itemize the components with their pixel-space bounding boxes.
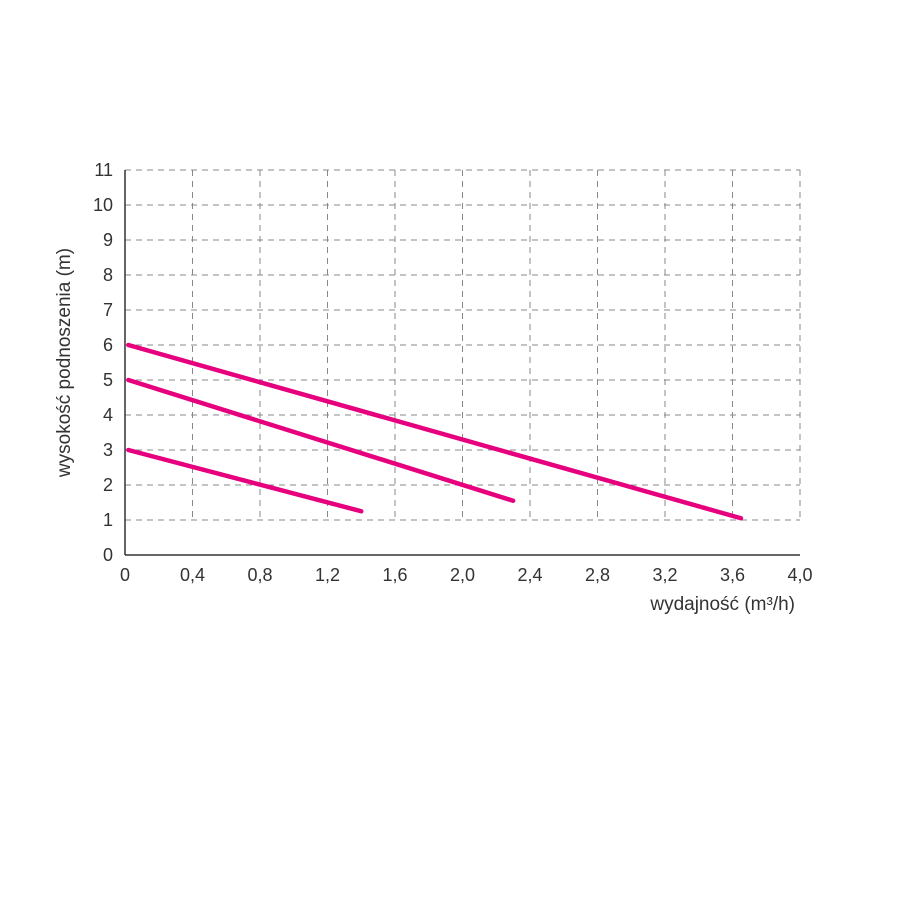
- y-tick-label: 1: [103, 510, 113, 530]
- chart-svg: 0 0,4 0,8 1,2 1,6 2,0 2,4 2,8 3,2 3,6 4,0 0 1 2 3 4 5 6 7 8…: [0, 0, 900, 900]
- y-tick-label: 10: [93, 195, 113, 215]
- x-tick-label: 0,4: [180, 565, 205, 585]
- pump-curve-chart: 0 0,4 0,8 1,2 1,6 2,0 2,4 2,8 3,2 3,6 4,0 0 1 2 3 4 5 6 7 8…: [0, 0, 900, 900]
- y-tick-label: 6: [103, 335, 113, 355]
- y-tick-label: 7: [103, 300, 113, 320]
- x-tick-label: 0: [120, 565, 130, 585]
- x-tick-label: 2,4: [517, 565, 542, 585]
- x-tick-label: 2,0: [450, 565, 475, 585]
- x-tick-label: 1,6: [382, 565, 407, 585]
- x-tick-label: 3,2: [652, 565, 677, 585]
- y-tick-label: 8: [103, 265, 113, 285]
- x-tick-label: 4,0: [787, 565, 812, 585]
- y-tick-label: 3: [103, 440, 113, 460]
- x-axis-label: wydajność (m³/h): [649, 594, 795, 615]
- y-axis-label: wysokość podnoszenia (m): [54, 248, 75, 478]
- y-tick-label: 11: [94, 160, 113, 180]
- y-tick-label: 0: [103, 545, 113, 565]
- y-tick-label: 4: [103, 405, 113, 425]
- x-tick-label: 1,2: [315, 565, 340, 585]
- x-tick-label: 3,6: [720, 565, 745, 585]
- x-tick-label: 0,8: [247, 565, 272, 585]
- y-tick-label: 5: [103, 370, 113, 390]
- y-tick-label: 2: [103, 475, 113, 495]
- x-tick-label: 2,8: [585, 565, 610, 585]
- y-tick-label: 9: [103, 230, 113, 250]
